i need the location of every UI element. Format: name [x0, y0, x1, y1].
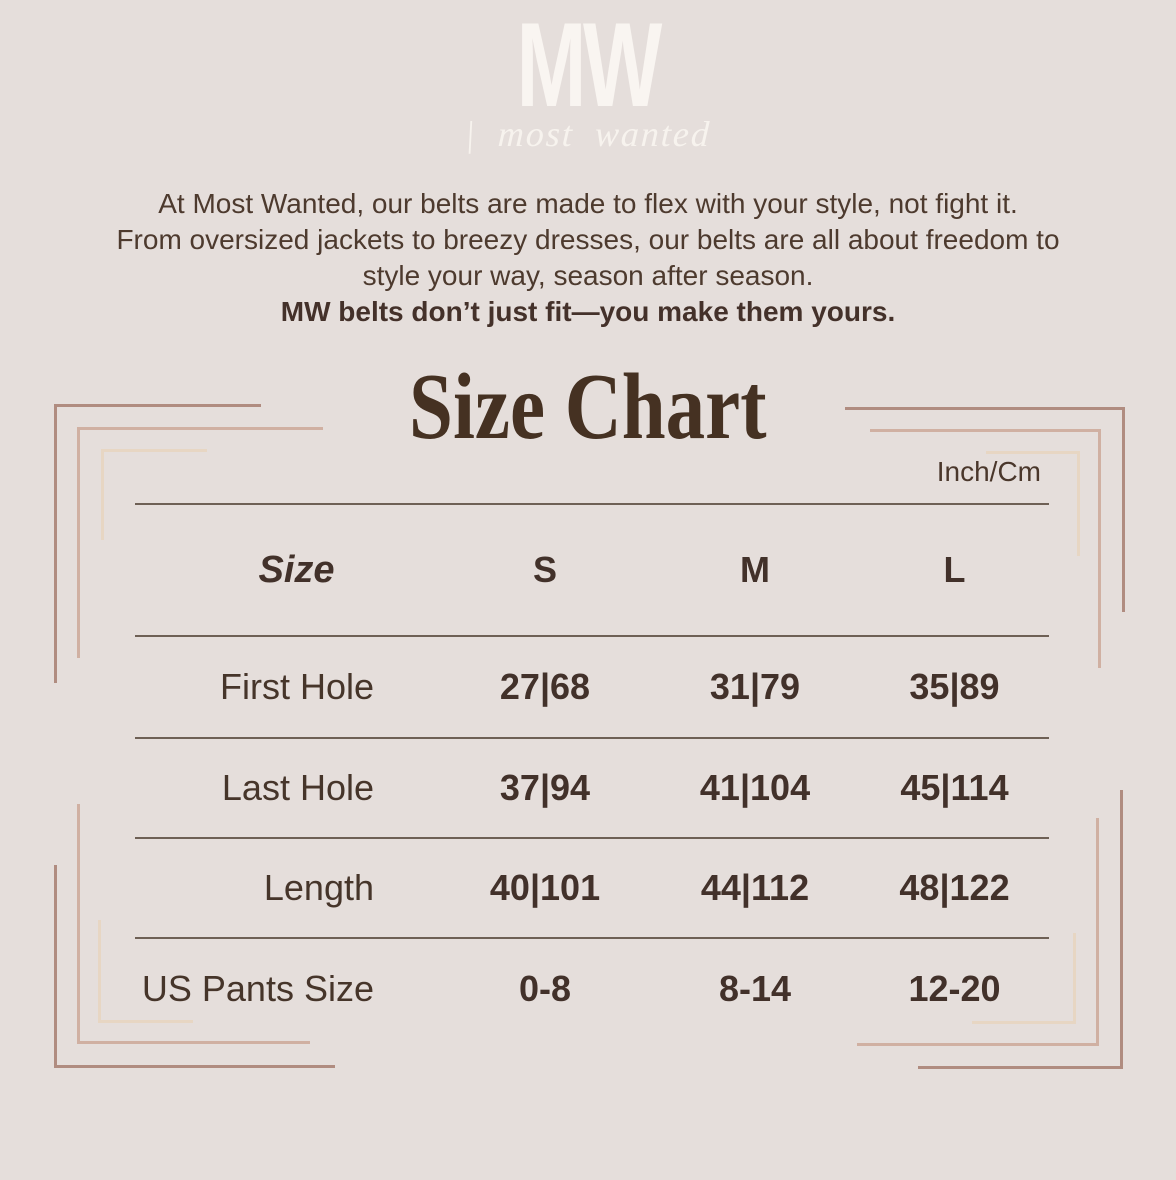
row-label: Length — [263, 867, 374, 908]
intro-line-1: At Most Wanted, our belts are made to fl… — [158, 188, 1018, 219]
section-title-wrap: Size Chart — [0, 360, 1176, 481]
frame-corner-bottom-right-outer — [918, 790, 1123, 1069]
frame-corner-top-left-middle — [77, 427, 323, 658]
frame-corner-top-right-outer — [845, 407, 1125, 612]
table-row-us-pants-size: US Pants Size 0-8 8-14 12-20 — [135, 937, 1049, 1039]
table-row-length: Length 40|101 44|112 48|122 — [135, 837, 1049, 937]
frame-corner-top-left-outer — [54, 404, 261, 683]
brand-monogram: MW — [516, 0, 663, 132]
frame-corner-top-right-middle — [870, 429, 1101, 668]
cell-value: 8-14 — [718, 968, 792, 1009]
cell-value: 35|89 — [909, 666, 1000, 707]
frame-corner-top-right-inner — [986, 451, 1080, 556]
frame-corner-bottom-right-inner — [972, 933, 1076, 1024]
cell-value: 40|101 — [489, 867, 601, 908]
cell-value: 41|104 — [699, 767, 811, 808]
intro-line-3: style your way, season after season. — [362, 260, 814, 291]
frame-corner-bottom-left-outer — [54, 865, 335, 1068]
table-header-row: Size S M L — [135, 503, 1049, 635]
header-cell-m: M — [740, 549, 770, 590]
units-label: Inch/Cm — [936, 456, 1041, 487]
intro-copy: At Most Wanted, our belts are made to fl… — [0, 186, 1176, 330]
cell-value: 44|112 — [700, 867, 810, 908]
size-table: Size S M L First Hole 27|68 31|79 35|89 … — [135, 503, 1049, 1039]
section-title: Size Chart — [409, 355, 767, 459]
header-cell-size: Size — [258, 548, 335, 591]
row-label: US Pants Size — [141, 968, 374, 1009]
cell-value: 37|94 — [499, 767, 591, 808]
intro-line-2: From oversized jackets to breezy dresses… — [116, 224, 1060, 255]
cell-value: 27|68 — [499, 666, 591, 707]
row-label: Last Hole — [221, 767, 374, 808]
frame-corner-top-left-inner — [101, 449, 207, 540]
frame-corner-bottom-left-inner — [98, 920, 193, 1023]
intro-emphasis: MW belts don’t just fit—you make them yo… — [280, 296, 896, 327]
row-label: First Hole — [219, 666, 374, 707]
cell-value: 45|114 — [900, 767, 1009, 808]
cell-value: 0-8 — [518, 968, 572, 1009]
brand-tagline: | most wanted — [463, 114, 713, 154]
frame-corner-bottom-right-middle — [857, 818, 1099, 1046]
cell-value: 12-20 — [908, 968, 1001, 1009]
header-cell-s: S — [532, 549, 557, 590]
table-row-first-hole: First Hole 27|68 31|79 35|89 — [135, 635, 1049, 737]
header-cell-l: L — [943, 549, 966, 590]
table-row-last-hole: Last Hole 37|94 41|104 45|114 — [135, 737, 1049, 837]
brand-logo: MW — [0, 5, 1176, 162]
frame-corner-bottom-left-middle — [77, 804, 310, 1044]
cell-value: 31|79 — [709, 666, 801, 707]
cell-value: 48|122 — [899, 867, 1010, 908]
